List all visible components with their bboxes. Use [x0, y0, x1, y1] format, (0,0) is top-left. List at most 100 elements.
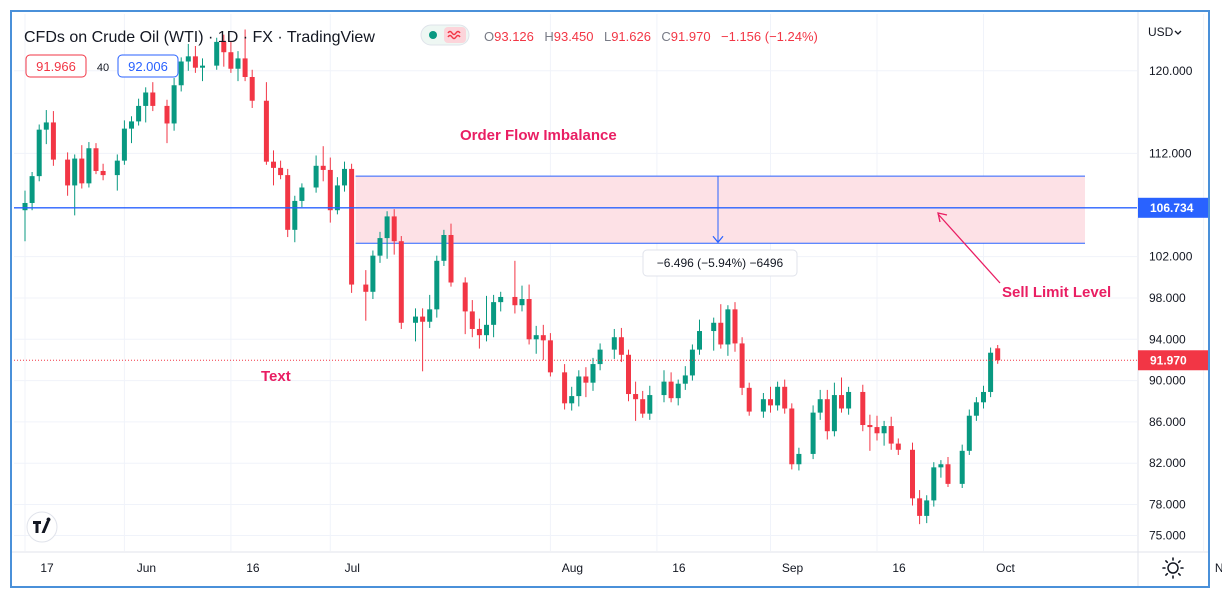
candle-body: [484, 324, 489, 336]
candle: [370, 250, 376, 300]
tv-logo-icon[interactable]: [26, 511, 58, 543]
candle: [491, 294, 497, 338]
chart-frame: [10, 10, 1210, 588]
candle: [391, 209, 397, 255]
open-value: 93.126: [494, 29, 534, 44]
candle-body: [214, 41, 220, 66]
price-line-tag-bg: [1138, 197, 1208, 218]
measure-arrow-head: [712, 235, 724, 244]
price-line-tag: 106.734: [1138, 197, 1208, 218]
candle: [242, 29, 248, 82]
candle: [278, 160, 284, 180]
candle: [910, 442, 915, 506]
candle-body: [235, 58, 241, 69]
candle-body: [910, 449, 915, 499]
time-axis[interactable]: 17 Jun 16 Jul Aug 16 Sep 16 Oct Nov: [40, 561, 1222, 575]
buy-button[interactable]: 92.006: [117, 54, 179, 78]
candle: [867, 414, 873, 451]
candle-body: [498, 296, 504, 303]
sell-limit-arrow-head: [937, 212, 948, 223]
candle: [171, 78, 177, 131]
sell-button[interactable]: 91.966: [25, 54, 87, 78]
candle-body: [839, 395, 844, 409]
candle: [739, 337, 745, 396]
candle: [633, 381, 639, 421]
candle: [732, 302, 738, 352]
candle: [995, 344, 1001, 364]
candle-body: [959, 450, 965, 484]
measure-label-box: [642, 249, 798, 277]
price-tick-label: 120.000: [1149, 64, 1193, 78]
price-tick-label: 75.000: [1149, 529, 1186, 543]
candle-body: [682, 375, 688, 384]
candle: [569, 386, 575, 411]
candle: [441, 229, 447, 266]
candle: [299, 183, 305, 208]
candle-body: [931, 467, 937, 501]
candle-body: [583, 376, 589, 383]
candle-body: [689, 349, 695, 376]
candle-body: [732, 309, 738, 344]
candle: [874, 415, 880, 441]
candle: [178, 57, 184, 92]
candle-body: [434, 260, 440, 310]
candle-body: [192, 56, 198, 68]
price-axis[interactable]: 120.000 112.000 102.000 98.000 94.000 90.000 8…: [1149, 64, 1193, 543]
candle-body: [476, 328, 482, 336]
candle: [462, 277, 468, 335]
candle-body: [782, 386, 788, 409]
candle: [697, 319, 702, 355]
candle: [831, 382, 837, 437]
candle-body: [200, 65, 205, 68]
candle-body: [824, 399, 830, 432]
candle: [228, 40, 234, 73]
price-line-tag-label: 106.734: [1150, 201, 1194, 215]
candle-body: [377, 238, 383, 256]
candle: [924, 495, 930, 524]
candle: [768, 386, 773, 413]
candle-body: [334, 185, 340, 211]
candle: [895, 438, 901, 455]
open-key: O: [484, 29, 494, 44]
candle-body: [725, 309, 731, 345]
order-flow-zone[interactable]: [355, 176, 1086, 244]
candle-body: [349, 168, 355, 285]
candle-body: [36, 129, 42, 177]
candle-body: [441, 234, 447, 261]
sell-price: 91.966: [36, 59, 76, 74]
candle-body: [860, 391, 866, 426]
candle-body: [100, 170, 106, 176]
candle: [93, 143, 99, 175]
measure-tool[interactable]: −6.496 (−5.94%) −6496: [642, 176, 798, 277]
gear-icon[interactable]: [1162, 557, 1184, 579]
wave-icon: [447, 30, 461, 40]
live-toggle[interactable]: [420, 24, 470, 46]
candle: [789, 403, 795, 470]
candle-body: [945, 464, 951, 484]
candle: [221, 34, 227, 67]
candle: [775, 381, 781, 411]
candle: [100, 163, 106, 181]
candle: [725, 305, 731, 356]
candle: [981, 385, 986, 409]
time-tick-label: Jun: [137, 561, 156, 575]
candle: [718, 304, 724, 349]
candle-body: [519, 299, 525, 306]
candle-body: [995, 348, 1001, 361]
candle-body: [981, 391, 986, 403]
candle: [164, 99, 170, 144]
candle: [327, 157, 333, 223]
candle: [150, 82, 156, 112]
candle-body: [136, 105, 142, 122]
candle: [448, 223, 454, 287]
symbol-title[interactable]: CFDs on Crude Oil (WTI) · 1D · FX · Trad…: [24, 29, 375, 46]
candle-body: [249, 76, 255, 101]
candle: [413, 308, 418, 342]
currency-selector[interactable]: USD: [1148, 25, 1182, 39]
candle-body: [874, 427, 880, 434]
grid-lines: [14, 14, 1205, 551]
time-tick-label: 16: [672, 561, 686, 575]
candle: [533, 325, 539, 354]
candle: [973, 397, 979, 421]
